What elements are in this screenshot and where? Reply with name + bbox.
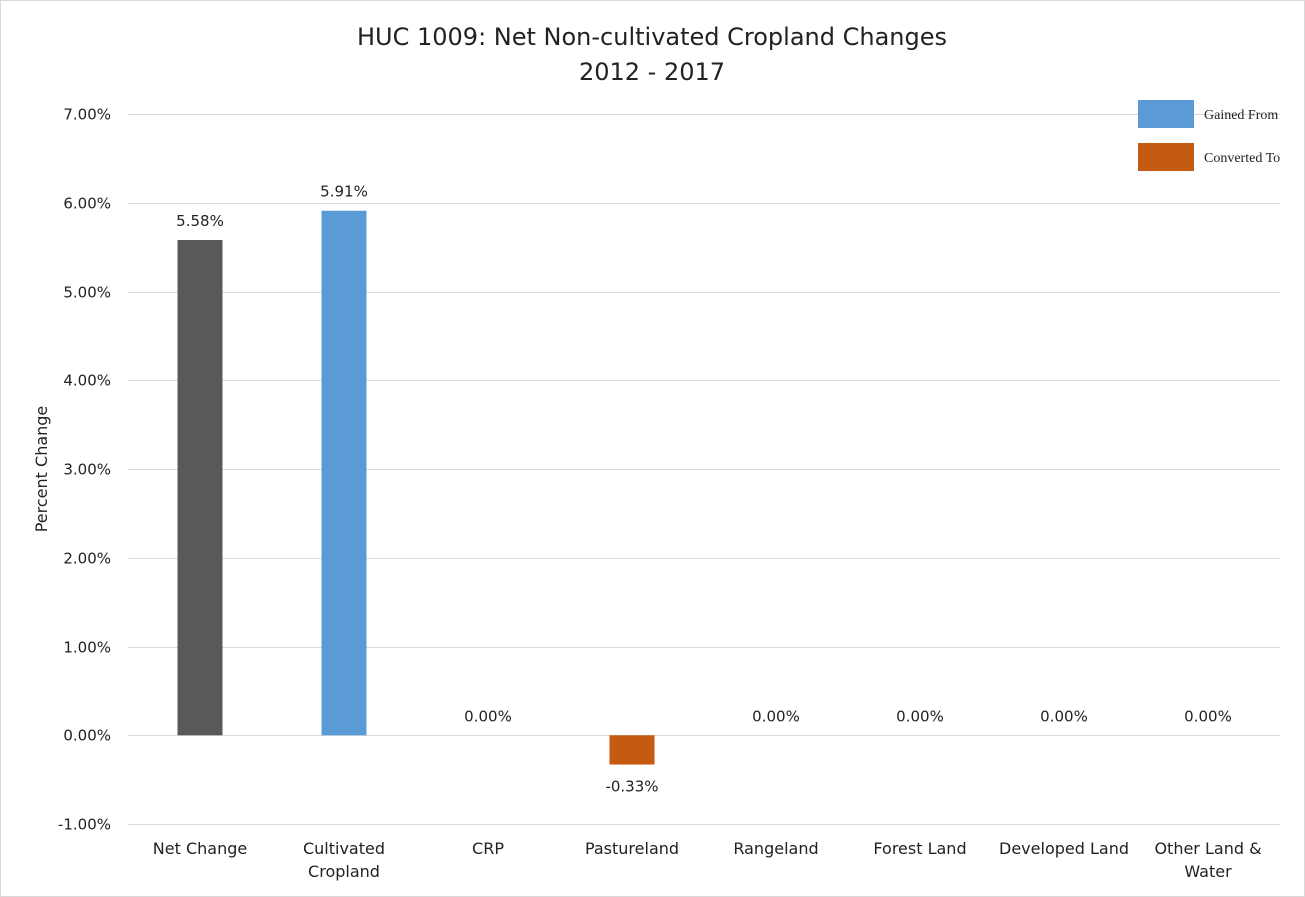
- bars: [177, 210, 655, 765]
- legend: Gained From Converted To: [1138, 100, 1280, 171]
- y-tick-label: 0.00%: [63, 727, 111, 745]
- legend-swatch: [1138, 100, 1194, 128]
- data-label: 0.00%: [1184, 707, 1232, 725]
- data-label: 0.00%: [464, 707, 512, 725]
- y-tick-label: 4.00%: [63, 372, 111, 390]
- data-label: -0.33%: [605, 778, 658, 796]
- y-tick-label: 1.00%: [63, 639, 111, 657]
- y-tick-label: 5.00%: [63, 284, 111, 302]
- y-tick-label: 6.00%: [63, 195, 111, 213]
- y-tick-label: 3.00%: [63, 461, 111, 479]
- bar: [609, 735, 655, 765]
- category-label: Pastureland: [585, 839, 679, 858]
- data-label: 0.00%: [896, 707, 944, 725]
- category-label: Rangeland: [733, 839, 818, 858]
- category-label: Forest Land: [873, 839, 966, 858]
- data-labels: 5.58% 5.91% 0.00% -0.33% 0.00% 0.00% 0.00% 0.00…: [176, 183, 1232, 796]
- category-label: CRP: [472, 839, 504, 858]
- category-label: Cropland: [308, 862, 380, 881]
- category-label: Net Change: [153, 839, 247, 858]
- data-label: 0.00%: [1040, 707, 1088, 725]
- bar: [177, 240, 223, 736]
- data-label: 5.91%: [320, 183, 368, 201]
- category-labels: Net Change Cultivated Cropland CRP Pasturela…: [153, 839, 1262, 881]
- chart-title: HUC 1009: Net Non-cultivated Cropland Ch…: [357, 23, 947, 51]
- y-axis-ticks: -1.00% 0.00% 1.00% 2.00% 3.00% 4.00% 5.00% 6.00…: [58, 106, 111, 834]
- legend-swatch: [1138, 143, 1194, 171]
- gridlines: [128, 114, 1280, 825]
- data-label: 0.00%: [752, 707, 800, 725]
- y-tick-label: 7.00%: [63, 106, 111, 124]
- chart-subtitle: 2012 - 2017: [579, 58, 725, 86]
- category-label: Developed Land: [999, 839, 1129, 858]
- legend-label: Gained From: [1204, 108, 1278, 123]
- legend-label: Converted To: [1204, 151, 1280, 166]
- data-label: 5.58%: [176, 212, 224, 230]
- y-axis-label: Percent Change: [32, 406, 51, 533]
- category-label: Other Land &: [1154, 839, 1261, 858]
- bar: [321, 210, 367, 736]
- y-tick-label: -1.00%: [58, 816, 111, 834]
- y-tick-label: 2.00%: [63, 550, 111, 568]
- category-label: Water: [1184, 862, 1232, 881]
- category-label: Cultivated: [303, 839, 385, 858]
